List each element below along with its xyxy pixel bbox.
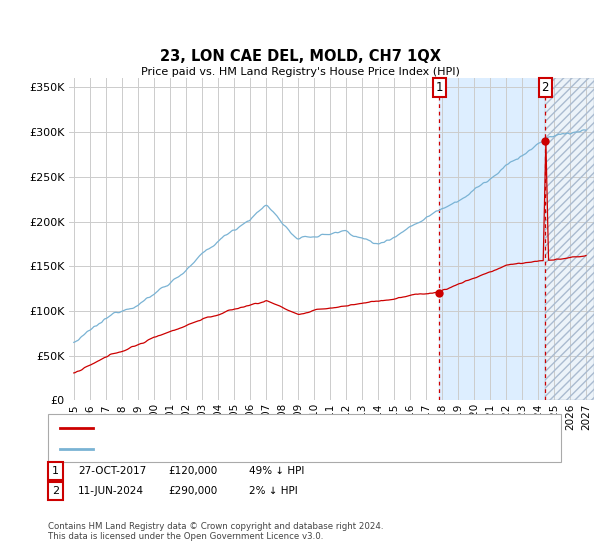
Text: Contains HM Land Registry data © Crown copyright and database right 2024.
This d: Contains HM Land Registry data © Crown c…: [48, 522, 383, 542]
Text: 1: 1: [52, 466, 59, 476]
Text: HPI: Average price, detached house, Flintshire: HPI: Average price, detached house, Flin…: [100, 444, 341, 454]
Text: 11-JUN-2024: 11-JUN-2024: [78, 486, 144, 496]
Text: Price paid vs. HM Land Registry's House Price Index (HPI): Price paid vs. HM Land Registry's House …: [140, 67, 460, 77]
Text: £120,000: £120,000: [168, 466, 217, 476]
Text: 49% ↓ HPI: 49% ↓ HPI: [249, 466, 304, 476]
Text: £290,000: £290,000: [168, 486, 217, 496]
Text: 23, LON CAE DEL, MOLD, CH7 1QX (detached house): 23, LON CAE DEL, MOLD, CH7 1QX (detached…: [100, 423, 375, 433]
Bar: [545, 78, 594, 400]
Text: 1: 1: [436, 81, 443, 94]
Bar: [545, 78, 594, 400]
Text: 2% ↓ HPI: 2% ↓ HPI: [249, 486, 298, 496]
Text: 23, LON CAE DEL, MOLD, CH7 1QX: 23, LON CAE DEL, MOLD, CH7 1QX: [160, 49, 440, 64]
Text: 2: 2: [52, 486, 59, 496]
Text: 2: 2: [542, 81, 549, 94]
Bar: [439, 78, 545, 400]
Text: 27-OCT-2017: 27-OCT-2017: [78, 466, 146, 476]
